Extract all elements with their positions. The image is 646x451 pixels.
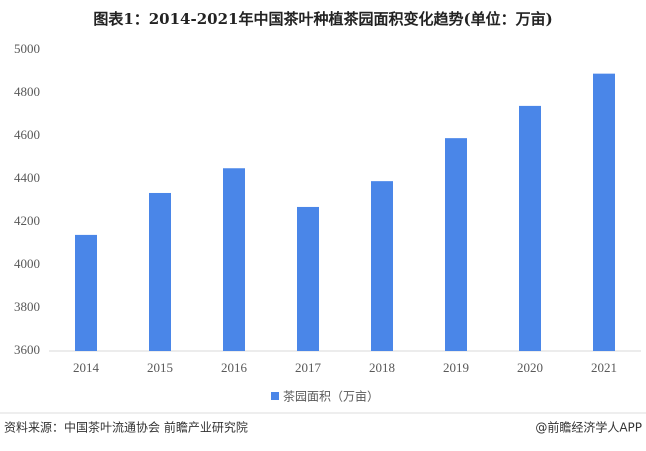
legend-label: 茶园面积（万亩） [283,389,379,404]
bar [519,105,541,352]
x-tick-label: 2017 [295,360,322,375]
chart-title: 图表1：2014-2021年中国茶叶种植茶园面积变化趋势(单位：万亩) [93,10,552,28]
y-tick-label: 4200 [14,213,40,228]
x-tick-label: 2015 [147,360,173,375]
y-tick-label: 4400 [14,170,40,185]
bar [297,206,319,351]
x-tick-label: 2014 [73,360,100,375]
legend-swatch [271,392,279,400]
y-tick-label: 4000 [14,256,40,271]
bar [223,168,245,351]
y-tick-label: 3800 [14,299,40,314]
x-tick-label: 2021 [591,360,617,375]
x-tick-label: 2020 [517,360,543,375]
bar [371,181,393,351]
bar [75,234,97,351]
x-tick-label: 2018 [369,360,395,375]
bar [445,138,467,351]
y-tick-label: 3600 [14,342,40,357]
bar [149,192,171,351]
x-tick-label: 2019 [443,360,469,375]
source: 资料来源：中国茶叶流通协会 前瞻产业研究院 [4,420,248,435]
credit: @前瞻经济学人APP [535,420,642,435]
y-tick-label: 4800 [14,84,40,99]
x-tick-label: 2016 [221,360,248,375]
bar [593,73,615,352]
y-tick-label: 5000 [14,41,40,56]
y-tick-label: 4600 [14,127,40,142]
